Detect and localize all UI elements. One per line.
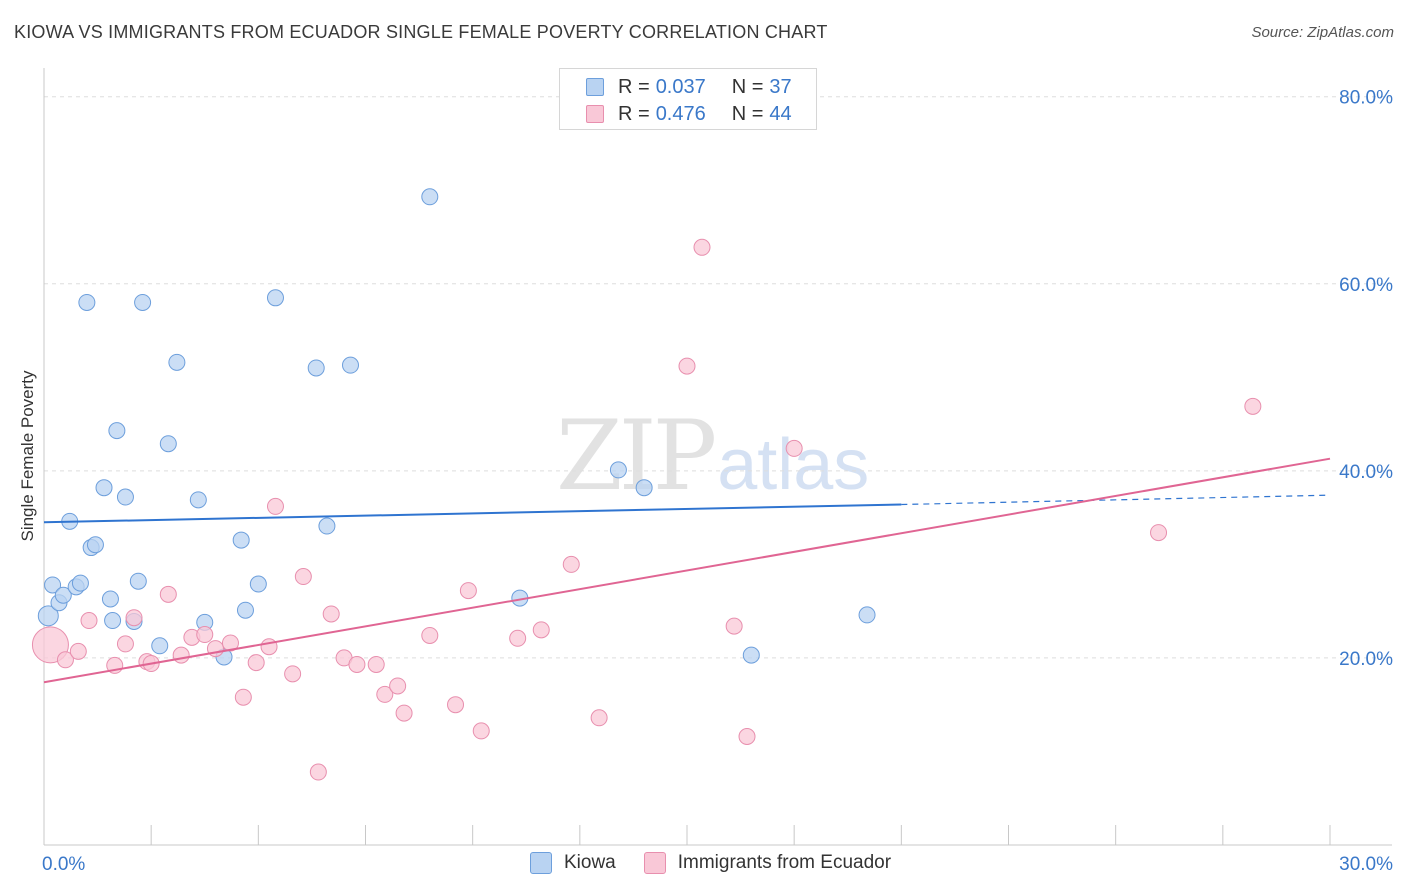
- legend-row-kiowa: R = 0.037 N = 37: [586, 74, 792, 100]
- x-tick-label: 30.0%: [1339, 854, 1393, 875]
- kiowa-point: [168, 353, 186, 371]
- legend-n-value: 44: [769, 102, 792, 125]
- kiowa-point: [129, 572, 147, 590]
- ecuador-point: [590, 709, 608, 727]
- y-tick-label: 20.0%: [1339, 649, 1393, 670]
- legend-label-ecuador: Immigrants from Ecuador: [677, 852, 892, 873]
- ecuador-point: [376, 685, 394, 703]
- ecuador-point: [116, 635, 134, 653]
- legend-swatch-ecuador: [643, 852, 666, 874]
- kiowa-point: [104, 612, 122, 630]
- kiowa-point: [307, 359, 325, 377]
- kiowa-point: [341, 356, 359, 374]
- kiowa-point: [134, 293, 152, 311]
- y-axis-label: Single Female Poverty: [18, 370, 37, 542]
- kiowa-point: [44, 576, 62, 594]
- legend-r-label: R =: [618, 102, 650, 125]
- ecuador-point: [196, 626, 214, 644]
- ecuador-point: [159, 585, 177, 603]
- kiowa-point: [249, 575, 267, 593]
- kiowa-trend-extension: [901, 494, 1331, 506]
- ecuador-point: [421, 626, 439, 644]
- legend-r-label: R =: [618, 75, 650, 98]
- ecuador-point: [459, 582, 477, 600]
- legend-swatch-ecuador: [586, 105, 604, 123]
- ecuador-point: [738, 727, 756, 745]
- correlation-legend: R = 0.037 N = 37 R = 0.476 N = 44: [559, 68, 817, 130]
- ecuador-point: [266, 497, 284, 515]
- ecuador-point: [725, 617, 743, 635]
- ecuador-point: [260, 638, 278, 656]
- source-credit: Source: ZipAtlas.com: [1251, 24, 1394, 41]
- ecuador-point: [247, 654, 265, 672]
- kiowa-point: [232, 531, 250, 549]
- ecuador-point: [693, 238, 711, 256]
- ecuador-point: [678, 357, 696, 375]
- ecuador-point: [1244, 397, 1262, 415]
- kiowa-point: [101, 590, 119, 608]
- ecuador-point: [395, 704, 413, 722]
- y-tick-label: 60.0%: [1339, 275, 1393, 296]
- ecuador-point: [785, 439, 803, 457]
- kiowa-point: [635, 479, 653, 497]
- ecuador-point: [125, 609, 143, 627]
- ecuador-point: [284, 665, 302, 683]
- kiowa-point: [236, 601, 254, 619]
- ecuador-point: [221, 634, 239, 652]
- kiowa-point: [86, 536, 104, 554]
- legend-swatch-kiowa: [586, 78, 604, 96]
- chart-title: KIOWA VS IMMIGRANTS FROM ECUADOR SINGLE …: [14, 22, 828, 42]
- legend-n-label: N =: [731, 102, 764, 125]
- ecuador-point: [234, 688, 252, 706]
- ecuador-point: [562, 555, 580, 573]
- kiowa-point: [37, 605, 59, 627]
- kiowa-point: [858, 606, 876, 624]
- y-tick-label: 80.0%: [1339, 88, 1393, 109]
- ecuador-point: [309, 763, 327, 781]
- ecuador-point: [172, 646, 190, 664]
- legend-row-ecuador: R = 0.476 N = 44: [586, 101, 792, 127]
- ecuador-point: [532, 621, 550, 639]
- kiowa-point: [95, 479, 113, 497]
- ecuador-point: [322, 605, 340, 623]
- kiowa-point: [159, 435, 177, 453]
- ecuador-point: [294, 568, 312, 586]
- legend-n-value: 37: [769, 75, 792, 98]
- legend-swatch-kiowa: [530, 852, 552, 874]
- ecuador-point: [348, 655, 366, 673]
- y-tick-label: 40.0%: [1339, 462, 1393, 483]
- legend-item-ecuador: Immigrants from Ecuador: [643, 852, 892, 874]
- ecuador-point: [80, 612, 98, 630]
- kiowa-trend-line: [43, 503, 902, 524]
- kiowa-point: [266, 289, 284, 307]
- x-tick-label: 0.0%: [42, 854, 85, 875]
- ecuador-point: [509, 629, 527, 647]
- ecuador-point: [1150, 524, 1168, 542]
- ecuador-point: [447, 696, 465, 714]
- kiowa-point: [421, 188, 439, 206]
- kiowa-point: [78, 293, 96, 311]
- kiowa-point: [609, 461, 627, 479]
- kiowa-point: [742, 646, 760, 664]
- legend-label-kiowa: Kiowa: [564, 852, 616, 873]
- kiowa-point: [71, 574, 89, 592]
- kiowa-point: [116, 488, 134, 506]
- ecuador-trend-line: [43, 457, 1331, 684]
- ecuador-point: [69, 642, 87, 660]
- kiowa-point: [318, 517, 336, 535]
- ecuador-point: [472, 722, 490, 740]
- legend-r-value: 0.037: [655, 75, 706, 98]
- ecuador-point: [367, 655, 385, 673]
- ecuador-point: [389, 677, 407, 695]
- kiowa-point: [54, 586, 72, 604]
- ecuador-point: [56, 651, 74, 669]
- kiowa-point: [108, 422, 126, 440]
- legend-n-label: N =: [731, 75, 764, 98]
- legend-item-kiowa: Kiowa: [530, 852, 616, 874]
- legend-r-value: 0.476: [655, 102, 706, 125]
- kiowa-point: [189, 491, 207, 509]
- kiowa-point: [151, 637, 169, 655]
- series-legend: Kiowa Immigrants from Ecuador: [530, 852, 919, 874]
